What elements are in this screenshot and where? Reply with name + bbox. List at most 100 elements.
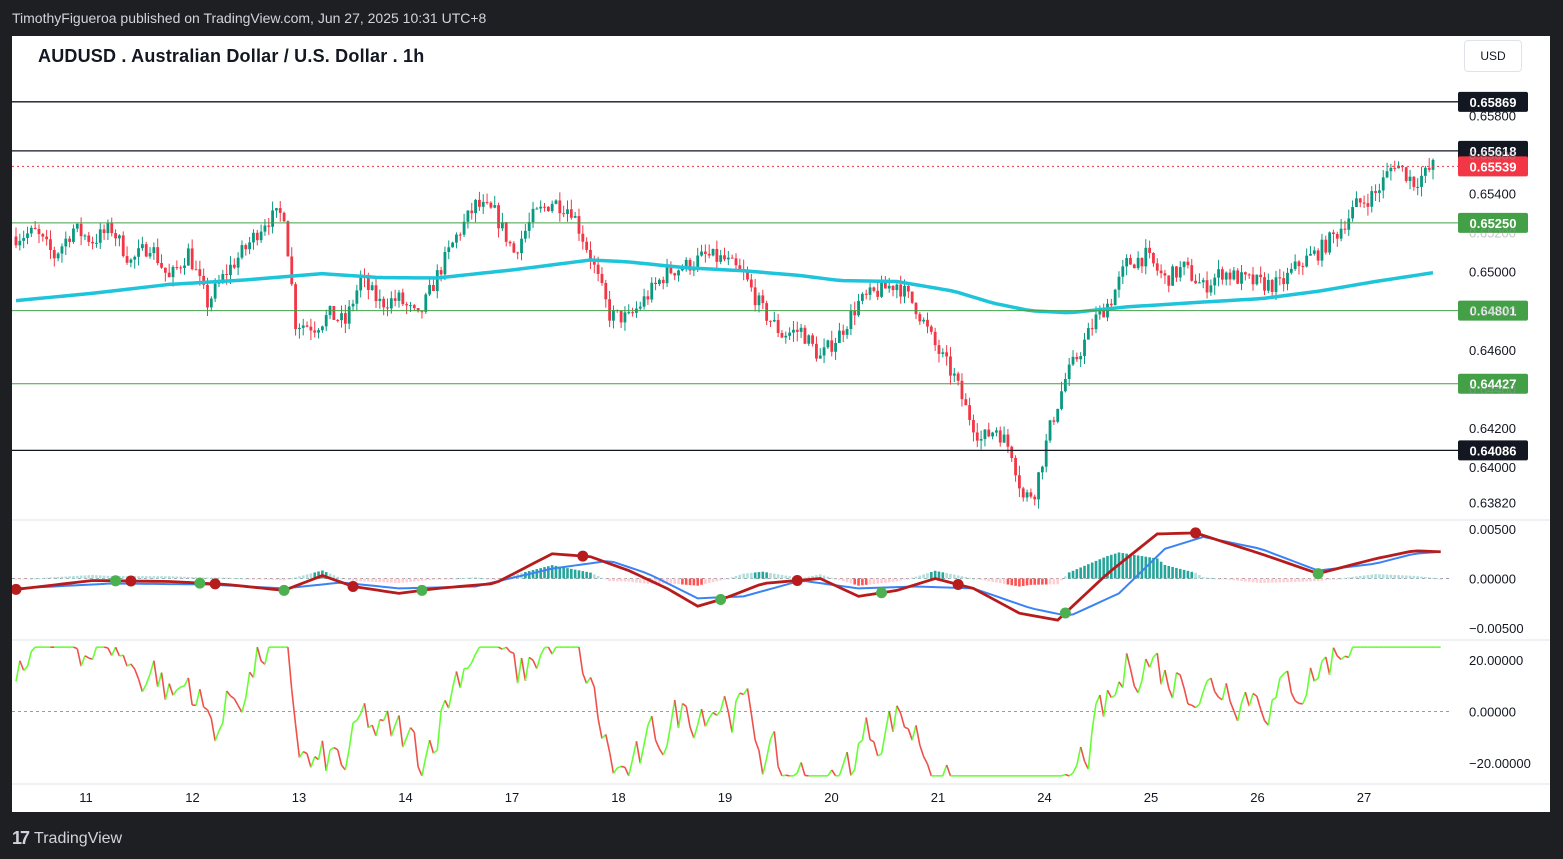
macd-histogram-bar	[600, 577, 604, 579]
candle-body	[1075, 356, 1079, 360]
oscillator-segment	[723, 696, 730, 713]
candle-body	[49, 239, 52, 251]
candle-body	[577, 216, 581, 234]
macd-histogram-bar	[1255, 578, 1259, 583]
oscillator-segment	[310, 756, 316, 768]
oscillator-segment	[1125, 653, 1132, 669]
oscillator-segment	[1072, 764, 1078, 774]
macd-histogram-bar	[669, 578, 673, 584]
oscillator-segment	[26, 651, 33, 667]
macd-histogram-bar	[826, 576, 830, 579]
candle-body	[1374, 191, 1377, 193]
candle-body	[562, 213, 566, 215]
macd-histogram-bar	[64, 576, 68, 579]
macd-histogram-bar	[926, 573, 929, 579]
candle-body	[447, 247, 451, 252]
currency-button[interactable]: USD	[1464, 40, 1522, 72]
candle-body	[1217, 269, 1220, 278]
oscillator-segment	[1091, 703, 1097, 730]
price-level-label: 0.64086	[1470, 443, 1517, 458]
candle-body	[952, 373, 956, 376]
oscillator-segment	[30, 646, 36, 652]
candle-body	[202, 275, 206, 285]
candle-body	[118, 235, 121, 239]
oscillator-segment	[796, 762, 802, 774]
macd-cross-dot	[876, 587, 888, 599]
macd-histogram-bar	[918, 575, 922, 579]
macd-histogram-bar	[658, 578, 661, 584]
macd-histogram-bar	[543, 567, 546, 579]
x-tick-label: 20	[824, 790, 838, 805]
oscillator-segment	[363, 703, 370, 728]
tradingview-logo-icon: 17	[12, 828, 30, 848]
oscillator-segment	[919, 744, 925, 757]
candle-body	[41, 234, 45, 237]
candle-body	[137, 248, 140, 257]
macd-cross-dot	[577, 550, 589, 562]
oscillator-segment	[681, 702, 687, 707]
oscillator-segment	[172, 689, 178, 696]
macd-histogram-bar	[876, 578, 880, 584]
oscillator-segment	[1164, 669, 1170, 689]
oscillator-segment	[1133, 685, 1139, 694]
macd-histogram-bar	[1167, 565, 1171, 579]
candle-body	[1431, 159, 1435, 170]
macd-histogram-bar	[1270, 578, 1274, 583]
oscillator-segment	[1225, 683, 1231, 702]
oscillator-segment	[306, 753, 312, 768]
macd-histogram-bar	[818, 574, 822, 579]
macd-histogram-bar	[573, 569, 577, 579]
oscillator-segment	[685, 706, 691, 728]
macd-histogram-bar	[194, 577, 198, 579]
macd-histogram-bar	[508, 575, 512, 579]
oscillator-segment	[428, 739, 435, 754]
oscillator-segment	[206, 709, 213, 719]
oscillator-segment	[1328, 647, 1335, 675]
x-tick-label: 19	[718, 790, 732, 805]
candle-body	[478, 199, 481, 207]
macd-histogram-bar	[807, 576, 811, 579]
oscillator-segment	[765, 738, 772, 759]
oscillator-segment	[290, 689, 297, 725]
macd-histogram-bar	[324, 572, 328, 579]
y-tick-label: 0.64200	[1469, 421, 1516, 436]
oscillator-segment	[1267, 699, 1273, 726]
candle-body	[631, 312, 634, 314]
macd-histogram-bar	[416, 578, 420, 582]
macd-histogram-bar	[183, 576, 186, 579]
candle-body	[263, 225, 267, 232]
candle-body	[1086, 328, 1090, 340]
macd-histogram-bar	[363, 578, 366, 582]
oscillator-segment	[375, 719, 381, 737]
oscillator-segment	[1236, 702, 1243, 722]
macd-histogram-bar	[891, 578, 895, 582]
macd-histogram-bar	[236, 578, 240, 580]
y-tick-label: 0.64400	[1469, 382, 1516, 397]
oscillator-segment	[1160, 669, 1166, 685]
candle-body	[37, 228, 41, 235]
macd-histogram-bar	[834, 578, 837, 580]
macd-histogram-bar	[60, 576, 64, 579]
oscillator-segment	[907, 728, 913, 741]
candle-body	[481, 201, 485, 207]
macd-histogram-bar	[1332, 578, 1335, 580]
oscillator-segment	[842, 751, 848, 765]
candle-body	[271, 210, 274, 227]
oscillator-segment	[252, 647, 259, 678]
candle-body	[543, 206, 546, 208]
oscillator-segment	[716, 710, 722, 716]
oscillator-segment	[922, 756, 929, 765]
chart-panel[interactable]: 0.65869 0.65618 0.65539 0.65250 0.64801 0.644…	[12, 36, 1550, 812]
macd-histogram-bar	[864, 578, 868, 585]
candle-body	[1351, 207, 1354, 219]
tradingview-brand[interactable]: 17 TradingView	[12, 828, 122, 849]
candle-body	[428, 284, 432, 295]
macd-histogram-bar	[1397, 575, 1400, 579]
candle-body	[26, 233, 29, 238]
candle-body	[749, 279, 753, 288]
macd-histogram-bar	[41, 577, 45, 579]
candle-body	[236, 257, 240, 268]
candle-body	[838, 330, 841, 343]
candle-body	[455, 234, 458, 243]
